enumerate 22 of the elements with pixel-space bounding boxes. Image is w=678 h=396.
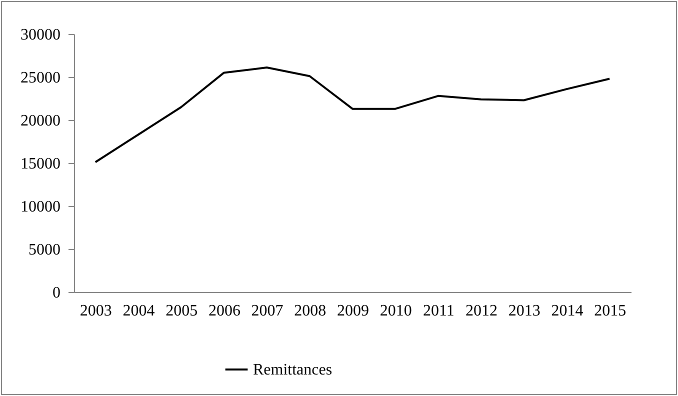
x-tick-label: 2006 bbox=[208, 302, 240, 320]
y-tick-label: 5000 bbox=[28, 242, 60, 258]
y-tick-label: 25000 bbox=[20, 70, 60, 86]
x-tick-label: 2005 bbox=[166, 302, 198, 320]
y-tick-label: 15000 bbox=[20, 156, 60, 172]
legend-label: Remittances bbox=[253, 362, 332, 378]
x-tick-label: 2004 bbox=[122, 302, 155, 320]
x-tick-label: 2003 bbox=[80, 302, 112, 320]
line-series bbox=[94, 66, 611, 164]
y-tick-label: 30000 bbox=[20, 26, 60, 44]
y-tick-label: 10000 bbox=[20, 198, 60, 216]
x-tick-label: 2013 bbox=[508, 302, 540, 320]
x-tick-label: 2007 bbox=[251, 302, 284, 320]
x-tick-label: 2011 bbox=[422, 302, 454, 320]
x-tick-label: 2008 bbox=[294, 302, 326, 320]
y-tick-label: 0 bbox=[52, 284, 60, 302]
x-tick-label: 2010 bbox=[380, 302, 412, 320]
x-tick-label: 2015 bbox=[594, 302, 626, 320]
x-tick-label: 2014 bbox=[551, 302, 584, 320]
y-tick-label: 20000 bbox=[20, 112, 60, 130]
x-tick-label: 2012 bbox=[466, 302, 498, 320]
x-tick-label: 2009 bbox=[337, 302, 369, 320]
